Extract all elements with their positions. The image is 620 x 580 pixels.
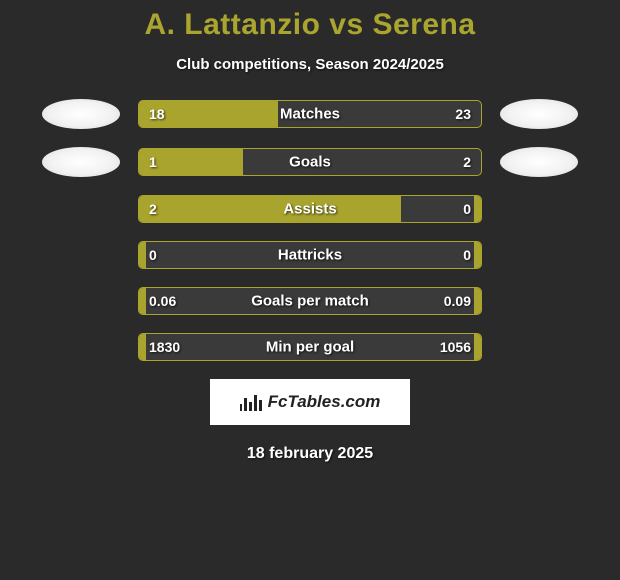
stat-bar: 12Goals: [138, 148, 482, 176]
stat-bar-left-fill: [139, 288, 146, 314]
stat-right-value: 0: [463, 247, 471, 263]
stat-bar: 0.06 0.09Goals per match: [138, 287, 482, 315]
stat-bar-right-fill: [474, 242, 481, 268]
stat-bar-right-fill: [474, 196, 481, 222]
stat-row: 0.06 0.09Goals per match: [0, 287, 620, 315]
bar-chart-icon: [240, 393, 262, 411]
stat-rows: 1823Matches12Goals20Assists00Hattricks0.…: [0, 99, 620, 361]
stat-row: 20Assists: [0, 195, 620, 223]
player-left-badge: [42, 147, 120, 177]
comparison-infographic: A. Lattanzio vs Serena Club competitions…: [0, 0, 620, 463]
stat-bar-left-fill: [139, 196, 401, 222]
stat-left-value: 0: [149, 247, 157, 263]
stat-left-value: 1830: [149, 339, 180, 355]
stat-bar-left-fill: [139, 242, 146, 268]
stat-bar-left-fill: [139, 149, 243, 175]
stat-bar-right-fill: [474, 334, 481, 360]
stat-right-value: 1056: [440, 339, 471, 355]
stat-right-value: 2: [463, 154, 471, 170]
stat-bar-right-fill: [474, 288, 481, 314]
subtitle: Club competitions, Season 2024/2025: [0, 56, 620, 73]
player-right-badge: [500, 147, 578, 177]
brand-text: FcTables.com: [268, 392, 381, 412]
stat-bar: 1830 1056Min per goal: [138, 333, 482, 361]
stat-row: 1823Matches: [0, 99, 620, 129]
stat-right-value: 0.09: [444, 293, 471, 309]
stat-bar-left-fill: [139, 334, 146, 360]
player-right-badge: [500, 99, 578, 129]
stat-label: Hattricks: [139, 247, 481, 264]
stat-row: 12Goals: [0, 147, 620, 177]
stat-right-value: 23: [455, 106, 471, 122]
page-title: A. Lattanzio vs Serena: [0, 8, 620, 42]
stat-row: 0 0Hattricks: [0, 241, 620, 269]
stat-label: Min per goal: [139, 339, 481, 356]
stat-right-value: 0: [463, 201, 471, 217]
stat-bar: 0 0Hattricks: [138, 241, 482, 269]
stat-bar: 20Assists: [138, 195, 482, 223]
stat-row: 1830 1056Min per goal: [0, 333, 620, 361]
player-left-badge: [42, 99, 120, 129]
stat-bar-left-fill: [139, 101, 278, 127]
stat-label: Goals per match: [139, 293, 481, 310]
brand-box[interactable]: FcTables.com: [210, 379, 410, 425]
stat-bar: 1823Matches: [138, 100, 482, 128]
stat-left-value: 0.06: [149, 293, 176, 309]
date-label: 18 february 2025: [0, 445, 620, 463]
